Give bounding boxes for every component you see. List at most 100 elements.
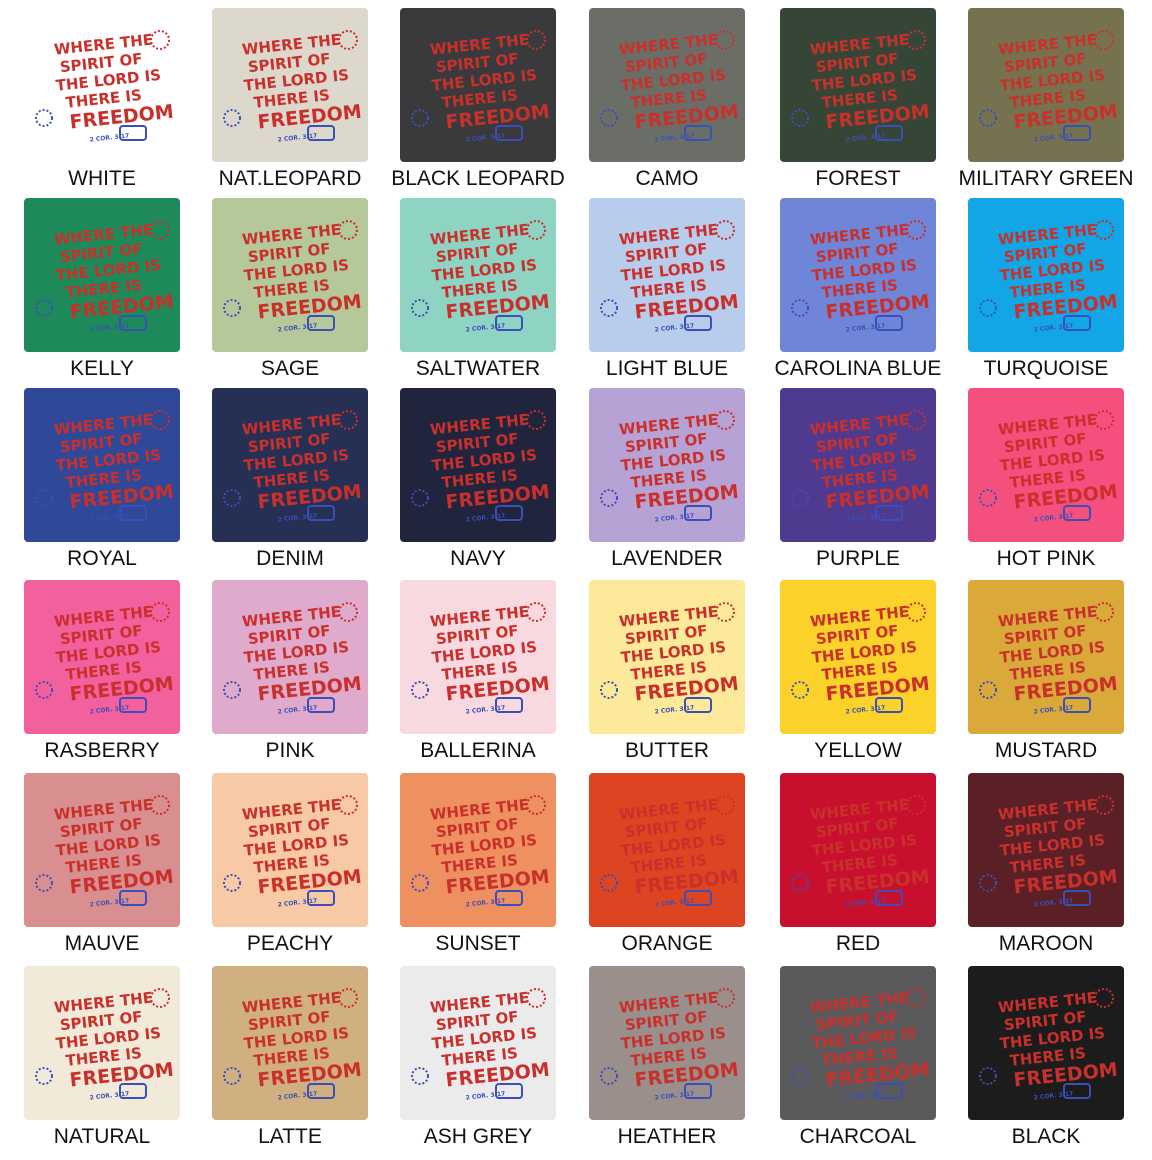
swatch-label: RED xyxy=(836,932,880,955)
firework-icon xyxy=(600,299,618,317)
firework-icon xyxy=(715,988,735,1008)
tractor-icon xyxy=(119,315,147,331)
design-reference: 2 COR. 3:17 xyxy=(1033,132,1073,143)
tractor-icon xyxy=(684,1083,712,1099)
firework-icon xyxy=(791,1067,809,1085)
tractor-icon xyxy=(495,890,523,906)
swatch-label: BALLERINA xyxy=(420,739,536,762)
swatch-color xyxy=(780,966,936,1120)
tractor-icon xyxy=(684,505,712,521)
swatch-color xyxy=(24,773,180,927)
swatch-color xyxy=(968,8,1124,162)
swatch-color xyxy=(780,580,936,734)
firework-icon xyxy=(150,30,170,50)
swatch-label: BUTTER xyxy=(625,739,709,762)
swatch-color xyxy=(968,580,1124,734)
swatch-label: SAGE xyxy=(261,357,319,380)
design-reference: 2 COR. 3:17 xyxy=(277,897,317,908)
firework-icon xyxy=(791,874,809,892)
swatch-color xyxy=(780,8,936,162)
firework-icon xyxy=(715,602,735,622)
firework-icon xyxy=(338,410,358,430)
swatch-label: DENIM xyxy=(256,547,324,570)
tractor-icon xyxy=(875,1083,903,1099)
firework-icon xyxy=(150,795,170,815)
firework-icon xyxy=(411,299,429,317)
firework-icon xyxy=(600,489,618,507)
firework-icon xyxy=(979,1067,997,1085)
firework-icon xyxy=(338,988,358,1008)
swatch-color xyxy=(968,388,1124,542)
firework-icon xyxy=(411,109,429,127)
swatch-label: HOT PINK xyxy=(997,547,1096,570)
design-reference: 2 COR. 3:17 xyxy=(845,132,885,143)
firework-icon xyxy=(526,602,546,622)
tractor-icon xyxy=(495,1083,523,1099)
swatch-color xyxy=(968,966,1124,1120)
tractor-icon xyxy=(307,125,335,141)
design-reference: 2 COR. 3:17 xyxy=(845,1090,885,1101)
firework-icon xyxy=(1094,795,1114,815)
swatch-label: CAMO xyxy=(636,167,699,190)
swatch-label: BLACK LEOPARD xyxy=(391,167,565,190)
firework-icon xyxy=(223,681,241,699)
firework-icon xyxy=(979,299,997,317)
tractor-icon xyxy=(875,890,903,906)
swatch-label: FOREST xyxy=(815,167,900,190)
firework-icon xyxy=(35,299,53,317)
swatch-color xyxy=(589,8,745,162)
swatch-color xyxy=(780,388,936,542)
tractor-icon xyxy=(875,125,903,141)
swatch-color xyxy=(400,773,556,927)
firework-icon xyxy=(526,795,546,815)
swatch-label: PURPLE xyxy=(816,547,900,570)
swatch-label: ASH GREY xyxy=(424,1125,533,1148)
swatch-color xyxy=(24,580,180,734)
design-reference: 2 COR. 3:17 xyxy=(654,512,694,523)
swatch-label: NAT.LEOPARD xyxy=(219,167,362,190)
tractor-icon xyxy=(495,125,523,141)
swatch-label: MAUVE xyxy=(65,932,140,955)
firework-icon xyxy=(906,795,926,815)
design-reference: 2 COR. 3:17 xyxy=(277,322,317,333)
design-reference: 2 COR. 3:17 xyxy=(654,132,694,143)
tractor-icon xyxy=(875,505,903,521)
firework-icon xyxy=(600,1067,618,1085)
design-reference: 2 COR. 3:17 xyxy=(89,132,129,143)
firework-icon xyxy=(411,681,429,699)
design-reference: 2 COR. 3:17 xyxy=(654,322,694,333)
firework-icon xyxy=(150,410,170,430)
swatch-color xyxy=(24,198,180,352)
firework-icon xyxy=(600,874,618,892)
swatch-color xyxy=(400,198,556,352)
tractor-icon xyxy=(1063,505,1091,521)
design-reference: 2 COR. 3:17 xyxy=(277,1090,317,1101)
swatch-color xyxy=(589,198,745,352)
swatch-label: MILITARY GREEN xyxy=(958,167,1133,190)
tractor-icon xyxy=(307,505,335,521)
tractor-icon xyxy=(119,1083,147,1099)
swatch-label: LIGHT BLUE xyxy=(606,357,728,380)
tractor-icon xyxy=(1063,315,1091,331)
swatch-color xyxy=(24,8,180,162)
firework-icon xyxy=(979,109,997,127)
